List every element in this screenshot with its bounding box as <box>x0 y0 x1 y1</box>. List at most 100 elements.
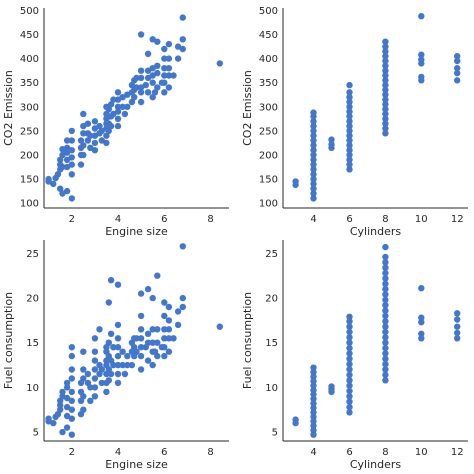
data-point <box>179 243 186 250</box>
data-point <box>103 388 110 396</box>
data-point <box>310 395 317 403</box>
data-point <box>114 122 122 130</box>
data-point <box>68 397 76 404</box>
data-point <box>119 94 126 101</box>
data-point <box>165 317 173 324</box>
data-point <box>310 391 317 398</box>
data-point <box>144 339 152 346</box>
data-point <box>165 303 173 311</box>
data-point <box>128 98 136 106</box>
data-point <box>142 81 149 89</box>
data-point <box>45 178 52 185</box>
y-tick-label: 10 <box>265 383 278 394</box>
data-point <box>63 163 71 171</box>
y-axis-label: CO2 Emission <box>2 70 15 146</box>
panel-2: 4 6 8 10 12 100 150 200 250 300 350 400 450 500 Cylind… <box>241 6 468 238</box>
data-point <box>161 299 168 306</box>
data-point <box>346 147 353 154</box>
x-tick-label: 4 <box>115 447 121 458</box>
data-point <box>114 352 122 360</box>
data-point <box>114 370 122 378</box>
data-point <box>310 151 317 159</box>
data-point <box>382 115 389 123</box>
data-point <box>310 369 317 376</box>
data-point <box>328 136 335 143</box>
data-point <box>114 108 122 115</box>
data-point <box>382 96 389 103</box>
data-point <box>346 89 353 96</box>
x-tick-label: 6 <box>161 214 167 225</box>
data-point <box>346 318 353 325</box>
data-point <box>418 56 425 63</box>
data-point <box>119 348 126 355</box>
data-point <box>80 366 87 373</box>
data-point <box>96 326 103 333</box>
data-point <box>174 321 182 329</box>
data-point <box>346 398 353 405</box>
scatter-points <box>292 243 461 438</box>
data-point <box>161 89 168 96</box>
data-point <box>149 94 156 101</box>
data-point <box>346 113 353 120</box>
data-point <box>346 127 353 135</box>
x-tick-label: 2 <box>69 214 75 225</box>
data-point <box>137 31 145 38</box>
data-point <box>107 122 115 130</box>
data-point <box>84 370 92 378</box>
data-point <box>68 147 76 154</box>
data-point <box>68 406 76 413</box>
data-point <box>161 65 168 72</box>
data-point <box>346 403 353 411</box>
data-point <box>382 86 389 94</box>
data-point <box>50 419 57 427</box>
data-point <box>107 330 115 337</box>
data-point <box>161 344 168 351</box>
data-point <box>170 72 177 79</box>
data-point <box>346 103 353 111</box>
data-point <box>68 344 76 351</box>
data-point <box>310 364 317 371</box>
data-point <box>382 57 389 65</box>
data-point <box>96 122 103 130</box>
data-point <box>59 163 66 171</box>
scatter-points <box>292 13 461 202</box>
data-point <box>165 84 173 91</box>
data-point <box>77 137 85 144</box>
data-point <box>310 190 317 197</box>
data-point <box>149 361 156 369</box>
data-point <box>59 388 66 396</box>
data-point <box>179 14 186 21</box>
data-point <box>454 316 461 323</box>
y-tick-label: 20 <box>26 294 39 305</box>
data-point <box>98 379 106 387</box>
x-tick-label: 8 <box>382 214 388 225</box>
x-tick-label: 8 <box>207 214 213 225</box>
data-point <box>161 72 168 79</box>
y-tick-label: 5 <box>33 428 39 439</box>
data-point <box>91 139 99 147</box>
panel-1: 2 4 6 8 100 150 200 250 300 350 400 450 500 Engine si… <box>2 6 229 238</box>
data-point <box>382 253 389 261</box>
data-point <box>119 361 126 369</box>
x-tick-label: 2 <box>69 447 75 458</box>
data-point <box>154 352 161 360</box>
data-point <box>454 323 461 330</box>
data-point <box>114 361 122 369</box>
data-point <box>87 384 94 391</box>
data-point <box>114 281 122 288</box>
data-point <box>87 397 94 404</box>
data-point <box>346 166 353 173</box>
data-point <box>346 137 353 144</box>
data-point <box>107 101 115 108</box>
y-tick-label: 350 <box>259 78 278 89</box>
data-point <box>310 132 317 139</box>
data-point <box>114 103 122 111</box>
data-point <box>114 379 122 387</box>
data-point <box>310 185 317 192</box>
data-point <box>149 326 156 333</box>
data-point <box>382 125 389 132</box>
data-point <box>80 375 87 382</box>
data-point <box>346 94 353 101</box>
data-point <box>170 335 177 342</box>
